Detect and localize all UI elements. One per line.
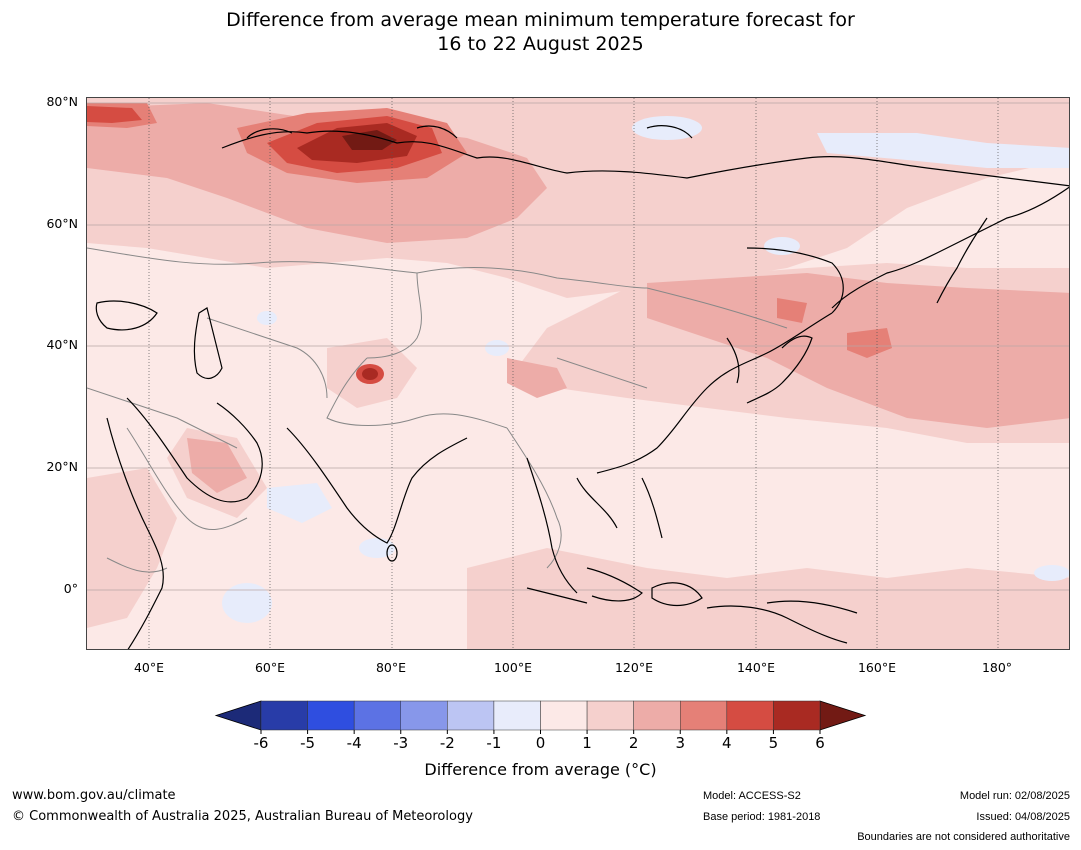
map-canvas [87, 98, 1069, 649]
lon-label-120e: 120°E [614, 660, 653, 675]
lat-label-0: 0° [63, 581, 78, 596]
lon-label-160e: 160°E [857, 660, 896, 675]
colorbar-segment [773, 700, 821, 731]
colorbar-segment [447, 700, 495, 731]
colorbar-tick-label: -4 [347, 734, 362, 752]
anomaly-over-6 [342, 130, 397, 150]
colorbar-segment [540, 700, 588, 731]
colorbar-tick-label: 4 [722, 734, 732, 752]
colorbar: -6 -5 -4 -3 -2 -1 0 1 2 3 4 5 6 [0, 700, 1081, 790]
colorbar-tick-label: 6 [815, 734, 825, 752]
latitude-gridlines [87, 102, 1069, 591]
footer-website[interactable]: www.bom.gov.au/climate [12, 788, 176, 803]
forecast-map [86, 97, 1070, 650]
footer-base-period: Base period: 1981-2018 [703, 811, 821, 823]
map-title: Difference from average mean minimum tem… [0, 8, 1081, 56]
colorbar-segment [400, 700, 448, 731]
colorbar-tick-label: -3 [393, 734, 408, 752]
lon-label-40e: 40°E [133, 660, 165, 675]
colorbar-tick-label: 2 [629, 734, 639, 752]
colorbar-tick-label: -5 [300, 734, 315, 752]
lon-label-80e: 80°E [375, 660, 407, 675]
title-line-2: 16 to 22 August 2025 [437, 33, 644, 55]
lat-label-20n: 20°N [46, 459, 78, 474]
footer-model: Model: ACCESS-S2 [703, 790, 801, 802]
colorbar-tick-label: -6 [254, 734, 269, 752]
colorbar-segment [726, 700, 774, 731]
country-borders [87, 247, 788, 573]
colorbar-extend-high [819, 700, 867, 731]
colorbar-label: Difference from average (°C) [424, 760, 657, 779]
lon-label-140e: 140°E [736, 660, 775, 675]
lon-label-100e: 100°E [493, 660, 532, 675]
footer-copyright: © Commonwealth of Australia 2025, Austra… [12, 809, 473, 824]
colorbar-tick-label: 5 [769, 734, 779, 752]
colorbar-segment [680, 700, 728, 731]
colorbar-tick-label: -1 [486, 734, 501, 752]
lon-label-180: 180° [981, 660, 1013, 675]
colorbar-segment [260, 700, 308, 731]
colorbar-tick-label: 1 [582, 734, 592, 752]
coastlines [95, 125, 1069, 649]
colorbar-tick-label: 0 [536, 734, 546, 752]
footer-model-run: Model run: 02/08/2025 [959, 790, 1070, 802]
colorbar-tick-label: -2 [440, 734, 455, 752]
lat-label-40n: 40°N [46, 337, 78, 352]
footer-boundaries: Boundaries are not considered authoritat… [857, 831, 1070, 843]
longitude-gridlines [148, 98, 999, 649]
colorbar-extend-low [214, 700, 262, 731]
lon-label-60e: 60°E [254, 660, 286, 675]
colorbar-segment [493, 700, 541, 731]
colorbar-svg: -6 -5 -4 -3 -2 -1 0 1 2 3 4 5 6 [214, 700, 867, 752]
colorbar-segment [633, 700, 681, 731]
lat-label-80n: 80°N [46, 94, 78, 109]
lat-label-60n: 60°N [46, 216, 78, 231]
footer-issued: Issued: 04/08/2025 [976, 811, 1070, 823]
colorbar-segment [307, 700, 355, 731]
title-line-1: Difference from average mean minimum tem… [226, 9, 855, 31]
colorbar-segment [586, 700, 634, 731]
colorbar-tick-label: 3 [675, 734, 685, 752]
colorbar-segment [353, 700, 401, 731]
